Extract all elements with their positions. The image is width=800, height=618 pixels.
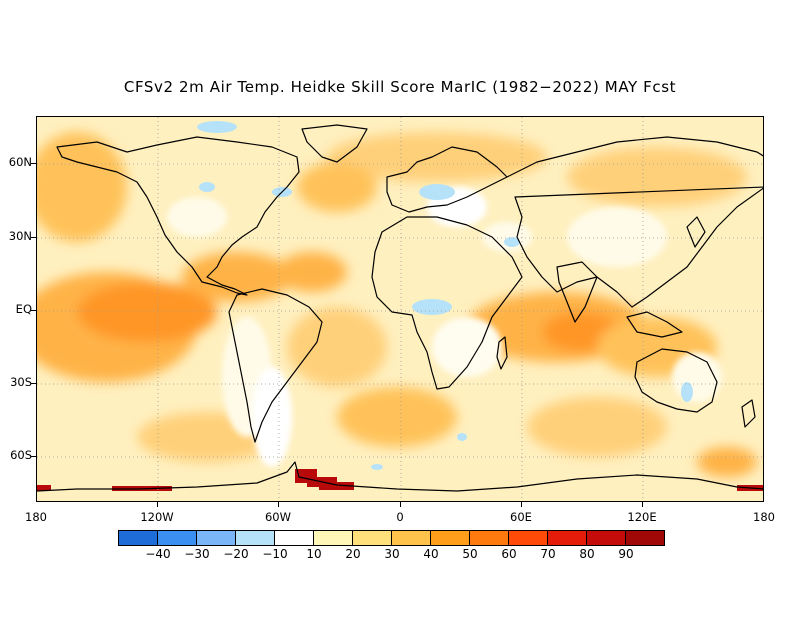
colorbar-swatch [625, 530, 665, 546]
greenland-coast [301, 124, 368, 163]
lon-label-60w: 60W [264, 510, 292, 524]
africa-coast [371, 216, 523, 390]
lat-tick [31, 237, 36, 238]
negative-skill-spots [197, 121, 693, 470]
europe-coast [386, 146, 508, 213]
asia-coast [506, 136, 763, 308]
madagascar-coast [496, 336, 508, 370]
japan-coast [686, 216, 706, 248]
colorbar-swatch [469, 530, 509, 546]
coastlines [37, 124, 763, 492]
low-skill-shading [167, 187, 722, 467]
colorbar-label: 90 [618, 547, 634, 561]
graticule [37, 117, 763, 501]
colorbar-label: 70 [540, 547, 556, 561]
south-america-coast [228, 288, 323, 443]
lon-label-60e: 60E [510, 510, 532, 524]
lon-label-0: 0 [396, 510, 404, 524]
lon-label-120e: 120E [627, 510, 657, 524]
colorbar-swatch [313, 530, 353, 546]
colorbar-label: 50 [462, 547, 478, 561]
north-america-coast [56, 136, 300, 296]
colorbar-swatch [430, 530, 470, 546]
lon-tick [278, 502, 279, 507]
colorbar-label: 20 [345, 547, 361, 561]
colorbar-label: 30 [384, 547, 400, 561]
colorbar-swatch [547, 530, 587, 546]
lon-tick [157, 502, 158, 507]
lat-label-30n: 30N [8, 229, 32, 243]
colorbar-swatch [196, 530, 236, 546]
colorbar-label: 40 [423, 547, 439, 561]
lat-label-60n: 60N [8, 155, 32, 169]
colorbar-swatch [391, 530, 431, 546]
colorbar-label: −10 [262, 547, 288, 561]
lat-label-eq: EQ [15, 302, 32, 316]
lat-tick [31, 383, 36, 384]
colorbar-label: −20 [223, 547, 249, 561]
lon-tick [400, 502, 401, 507]
skill-score-map [36, 116, 764, 502]
lat-tick [31, 456, 36, 457]
colorbar-swatch [274, 530, 314, 546]
colorbar-swatch [118, 530, 158, 546]
lat-label-60s: 60S [10, 448, 32, 462]
lon-tick [642, 502, 643, 507]
colorbar-swatch [586, 530, 626, 546]
new-zealand-coast [741, 399, 756, 428]
colorbar-swatch [235, 530, 275, 546]
colorbar-label: 60 [501, 547, 517, 561]
map-canvas [37, 117, 763, 501]
map-title: CFSv2 2m Air Temp. Heidke Skill Score Ma… [123, 78, 677, 96]
lat-tick [31, 163, 36, 164]
lat-tick [31, 310, 36, 311]
colorbar-label: 10 [306, 547, 322, 561]
lon-label-180e: 180 [753, 510, 775, 524]
colorbar-label: −30 [184, 547, 210, 561]
indonesia-coast [626, 311, 683, 338]
antarctica-coast [37, 461, 763, 492]
lat-label-30s: 30S [10, 375, 32, 389]
colorbar-swatch [508, 530, 548, 546]
colorbar [118, 530, 665, 546]
colorbar-label: −40 [145, 547, 171, 561]
australia-coast [634, 348, 718, 413]
colorbar-label: 80 [579, 547, 595, 561]
colorbar-swatch [157, 530, 197, 546]
lon-tick [521, 502, 522, 507]
lon-label-120w: 120W [140, 510, 174, 524]
india-coast [556, 261, 598, 323]
lon-label-180w: 180 [25, 510, 47, 524]
colorbar-swatch [352, 530, 392, 546]
